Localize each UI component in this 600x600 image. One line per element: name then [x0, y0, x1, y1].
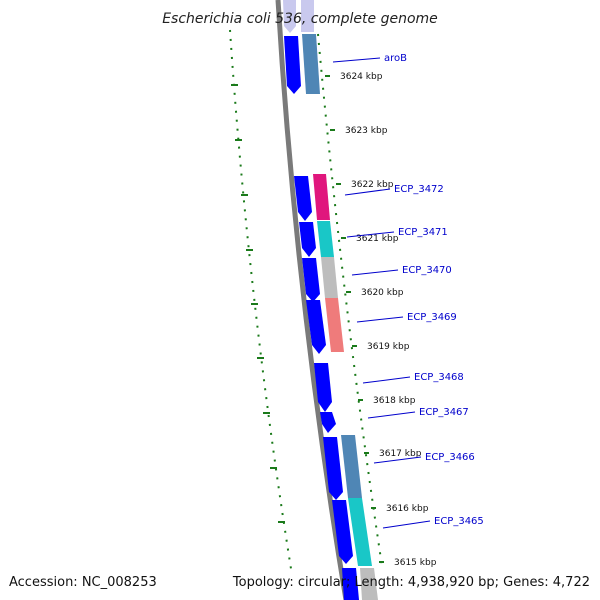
gene-label-line	[344, 188, 391, 196]
category-block-steelblue-2	[341, 435, 362, 498]
category-block-cyan-2	[348, 498, 372, 566]
inner-ruler-marks	[231, 84, 285, 523]
category-block-salmon	[325, 298, 344, 352]
cds-arrow[interactable]	[284, 36, 301, 94]
cds-arrow[interactable]	[323, 437, 343, 500]
cds-arrows	[283, 0, 359, 600]
tick-label: 3620 kbp	[361, 288, 404, 298]
cds-arrow[interactable]	[299, 222, 316, 257]
tick-label: 3621 kbp	[356, 234, 399, 244]
cds-arrow[interactable]	[342, 568, 359, 600]
category-block-cyan	[317, 221, 334, 257]
gene-label[interactable]: ECP_3467	[419, 407, 469, 418]
gene-label-group: aroB ECP_3472 ECP_3471 ECP_3470 ECP_3469 ECP_…	[332, 53, 484, 529]
cds-arrow[interactable]	[302, 258, 320, 302]
tick-label: 3615 kbp	[394, 558, 437, 568]
gene-label[interactable]: ECP_3469	[407, 312, 457, 323]
gene-label-line	[367, 411, 416, 419]
cds-arrow[interactable]	[314, 363, 332, 412]
tick-label: 3622 kbp	[351, 180, 394, 190]
summary-text: Topology: circular; Length: 4,938,920 bp…	[232, 575, 590, 590]
gene-label-line	[356, 316, 404, 323]
genome-title: Escherichia coli 536, complete genome	[162, 11, 438, 27]
gene-label[interactable]: ECP_3472	[394, 184, 444, 195]
tick-label: 3623 kbp	[345, 126, 388, 136]
category-block-lavender	[301, 0, 314, 32]
tick-label: 3617 kbp	[379, 449, 422, 459]
gene-label[interactable]: ECP_3468	[414, 372, 464, 383]
tick-label: 3616 kbp	[386, 504, 429, 514]
gene-label[interactable]: ECP_3466	[425, 452, 475, 463]
tick-group: 3624 kbp 3623 kbp 3622 kbp 3621 kbp 3620 kbp…	[325, 72, 437, 568]
tick-label: 3618 kbp	[373, 396, 416, 406]
gene-label-line	[351, 269, 399, 276]
category-block-gray-2	[360, 568, 378, 600]
category-block-steelblue	[302, 34, 320, 94]
gene-label[interactable]: ECP_3465	[434, 516, 484, 527]
cds-arrow[interactable]	[306, 300, 326, 354]
inner-ruler-track	[229, 29, 293, 576]
genome-backbone	[275, 0, 349, 600]
category-block-pink	[313, 174, 330, 220]
cds-arrow-partial[interactable]	[283, 0, 296, 33]
gene-label[interactable]: ECP_3471	[398, 227, 448, 238]
gene-label-line	[346, 231, 395, 238]
gene-label-line	[332, 57, 381, 63]
gene-label-line	[382, 520, 431, 529]
gene-label[interactable]: ECP_3470	[402, 265, 452, 276]
gene-label-line	[362, 376, 411, 384]
cds-arrow[interactable]	[332, 500, 353, 564]
accession-text: Accession: NC_008253	[9, 575, 157, 590]
category-block-gray	[321, 257, 338, 298]
gene-label-line	[373, 456, 422, 464]
gene-label[interactable]: aroB	[384, 53, 407, 64]
category-blocks	[301, 0, 378, 600]
cds-arrow[interactable]	[294, 176, 312, 221]
cds-arrow[interactable]	[320, 412, 336, 433]
tick-label: 3624 kbp	[340, 72, 383, 82]
tick-label: 3619 kbp	[367, 342, 410, 352]
